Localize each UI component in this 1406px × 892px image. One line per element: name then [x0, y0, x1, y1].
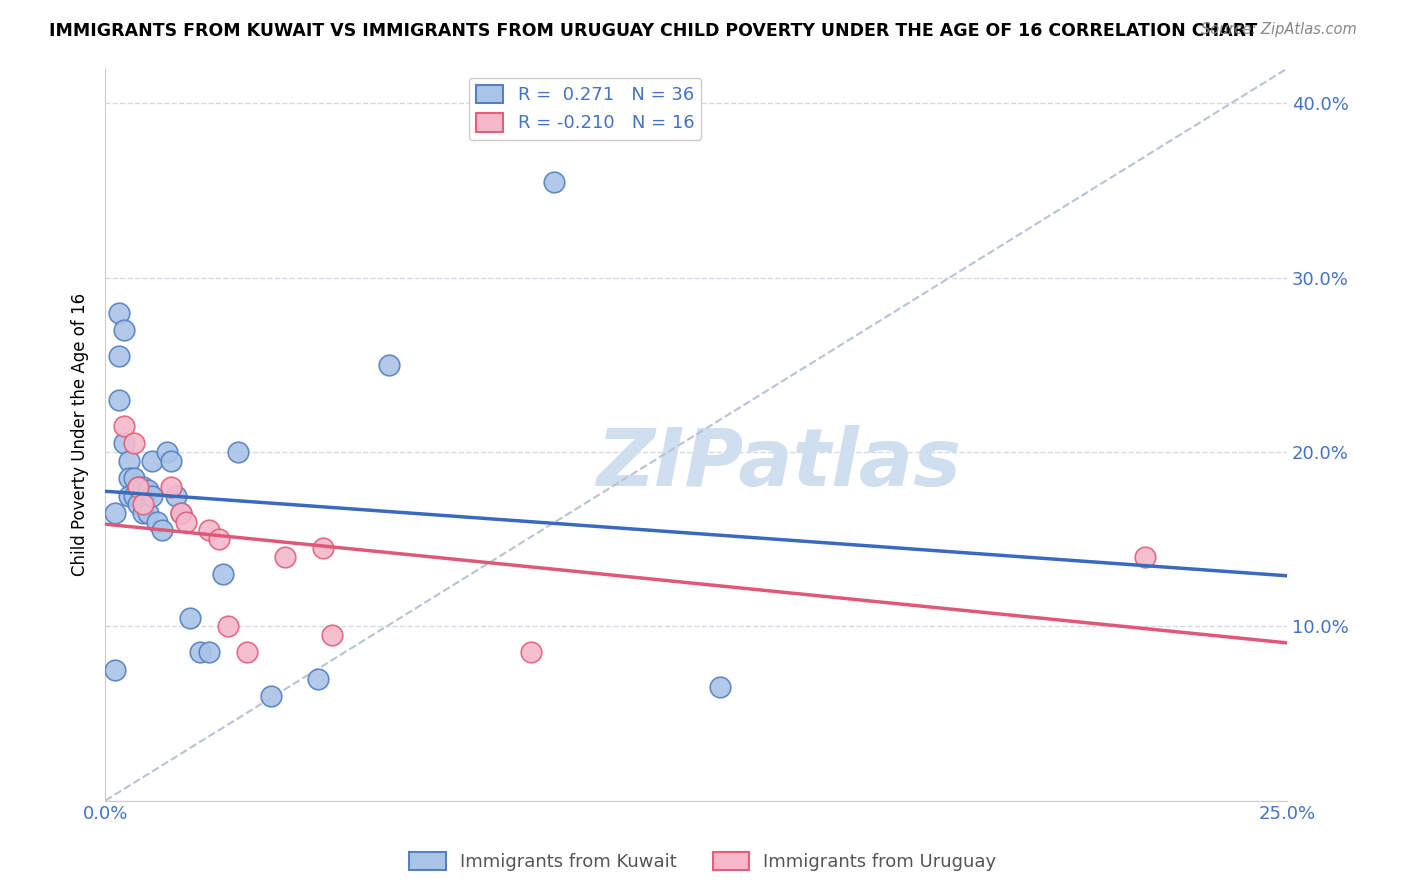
Point	[146, 515, 169, 529]
Point	[198, 524, 221, 538]
Point	[122, 436, 145, 450]
Point	[543, 175, 565, 189]
Point	[141, 453, 163, 467]
Point	[170, 506, 193, 520]
Point	[160, 480, 183, 494]
Point	[127, 480, 149, 494]
Point	[274, 549, 297, 564]
Legend: R =  0.271   N = 36, R = -0.210   N = 16: R = 0.271 N = 36, R = -0.210 N = 16	[468, 78, 702, 140]
Point	[307, 672, 329, 686]
Point	[108, 349, 131, 363]
Point	[217, 619, 239, 633]
Point	[122, 489, 145, 503]
Point	[132, 480, 155, 494]
Point	[226, 445, 249, 459]
Point	[112, 418, 135, 433]
Point	[170, 506, 193, 520]
Point	[141, 489, 163, 503]
Point	[1135, 549, 1157, 564]
Point	[179, 610, 201, 624]
Point	[212, 567, 235, 582]
Text: Source: ZipAtlas.com: Source: ZipAtlas.com	[1201, 22, 1357, 37]
Point	[118, 453, 141, 467]
Point	[519, 645, 541, 659]
Point	[150, 524, 173, 538]
Point	[127, 480, 149, 494]
Legend: Immigrants from Kuwait, Immigrants from Uruguay: Immigrants from Kuwait, Immigrants from …	[402, 845, 1004, 879]
Point	[132, 506, 155, 520]
Point	[321, 628, 343, 642]
Point	[378, 358, 401, 372]
Point	[160, 453, 183, 467]
Point	[165, 489, 187, 503]
Point	[132, 497, 155, 511]
Point	[112, 323, 135, 337]
Point	[198, 645, 221, 659]
Text: IMMIGRANTS FROM KUWAIT VS IMMIGRANTS FROM URUGUAY CHILD POVERTY UNDER THE AGE OF: IMMIGRANTS FROM KUWAIT VS IMMIGRANTS FRO…	[49, 22, 1257, 40]
Point	[122, 471, 145, 485]
Point	[208, 532, 231, 546]
Text: ZIPatlas: ZIPatlas	[596, 425, 962, 503]
Point	[136, 506, 159, 520]
Point	[118, 489, 141, 503]
Point	[112, 436, 135, 450]
Point	[108, 305, 131, 319]
Point	[104, 663, 127, 677]
Point	[260, 689, 283, 703]
Point	[188, 645, 211, 659]
Point	[311, 541, 333, 555]
Point	[236, 645, 259, 659]
Point	[156, 445, 179, 459]
Point	[118, 471, 141, 485]
Point	[136, 483, 159, 498]
Point	[709, 681, 731, 695]
Point	[108, 392, 131, 407]
Point	[127, 497, 149, 511]
Point	[174, 515, 197, 529]
Y-axis label: Child Poverty Under the Age of 16: Child Poverty Under the Age of 16	[72, 293, 89, 576]
Point	[104, 506, 127, 520]
